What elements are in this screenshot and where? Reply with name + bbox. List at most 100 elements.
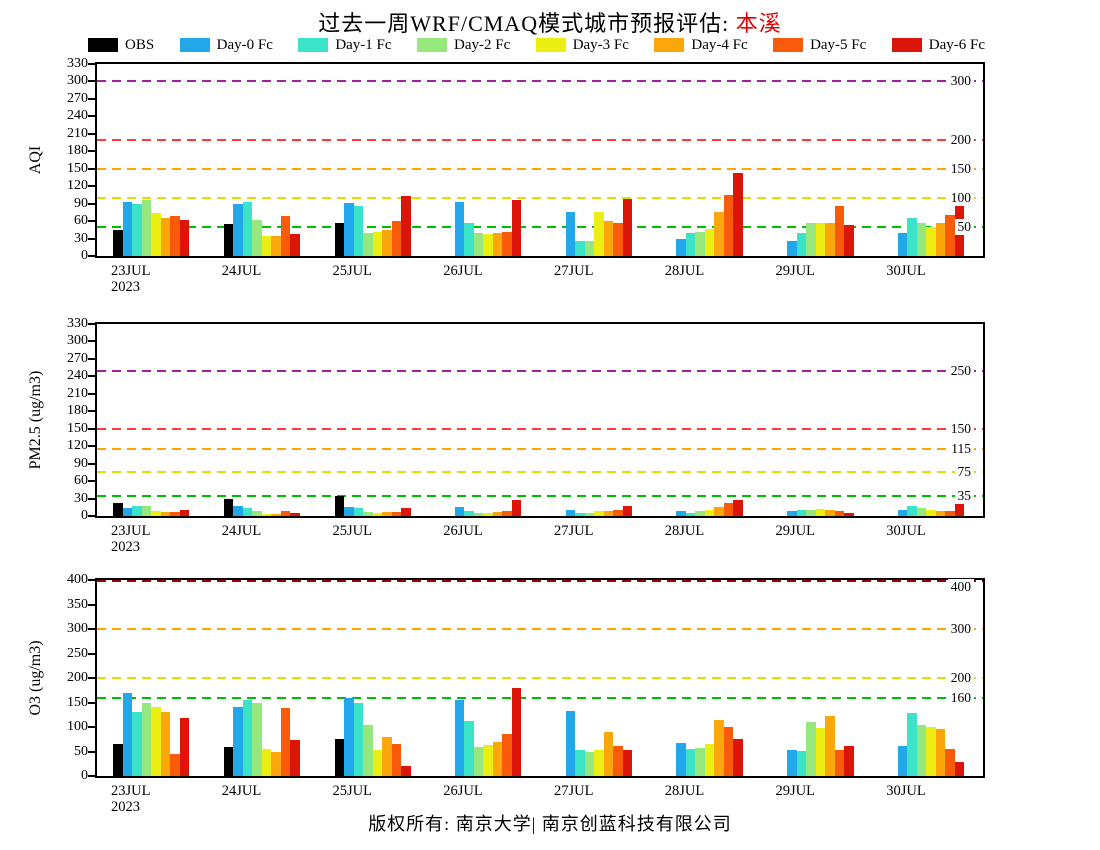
bar-day-3-fc (704, 744, 715, 776)
x-axis-label: 29JUL (775, 263, 815, 279)
legend-item: OBS (88, 37, 154, 54)
bar-day-4-fc (935, 223, 946, 256)
y-tick-label: 60 (74, 473, 88, 489)
bar-day-4-fc (382, 511, 392, 516)
y-tick-mark (88, 480, 95, 483)
bar-day-0-fc (454, 507, 465, 516)
y-tick-mark (88, 115, 95, 118)
reference-line-75 (97, 471, 983, 474)
y-tick-mark (88, 750, 95, 753)
y-tick-label: 120 (67, 178, 88, 194)
bar-day-3-fc (261, 236, 272, 256)
bar-day-5-fc (502, 231, 512, 256)
bar-day-6-fc (622, 750, 632, 776)
bar-day-3-fc (261, 749, 272, 776)
y-tick-mark (88, 677, 95, 679)
bar-day-4-fc (825, 223, 835, 256)
bar-day-2-fc (695, 747, 705, 776)
y-tick-label: 0 (81, 248, 88, 263)
bar-day-2-fc (916, 724, 927, 776)
bar-day-1-fc (796, 510, 806, 516)
legend-label: Day-2 Fc (454, 36, 511, 53)
x-axis-label: 28JUL (664, 523, 705, 539)
y-tick-label: 90 (74, 455, 88, 471)
o3-bars (97, 580, 983, 776)
bar-day-2-fc (695, 511, 705, 516)
y-tick-mark (88, 375, 95, 378)
bar-day-3-fc (483, 234, 493, 256)
pm25-chart-panel: PM2.5 (ug/m3) 0 30 60 90 120 150 180 210 240 270 3… (0, 316, 1100, 572)
x-axis-label: 24JUL (221, 523, 262, 539)
bar-day-0-fc (122, 508, 132, 516)
title-text: 过去一周WRF/CMAQ模式城市预报评估: (318, 11, 736, 36)
reference-line-label: 100 (947, 189, 974, 206)
bar-obs (113, 743, 123, 776)
legend-item: Day-1 Fc (298, 37, 392, 54)
reference-line-label: 400 (947, 579, 974, 595)
bar-day-5-fc (945, 749, 955, 776)
bar-day-4-fc (160, 511, 170, 516)
reference-line-100 (97, 196, 983, 199)
o3-plot-area: 160 200 300 400 (95, 578, 985, 778)
reference-line-250 (97, 369, 983, 372)
x-axis-label: 26JUL (443, 783, 483, 799)
bar-day-2-fc (141, 505, 151, 516)
bar-day-1-fc (242, 202, 253, 256)
aqi-y-axis-label: AQI (27, 145, 44, 175)
y-tick-label: 300 (67, 73, 88, 89)
bar-day-0-fc (787, 511, 797, 516)
bar-day-5-fc (834, 511, 844, 516)
x-axis-label: 25JUL (332, 523, 372, 539)
y-tick-mark (88, 652, 95, 655)
y-tick-mark (88, 255, 95, 257)
legend-label: Day-4 Fc (691, 36, 748, 53)
bar-day-5-fc (613, 745, 623, 776)
bar-day-0-fc (122, 692, 132, 776)
reference-line-200 (97, 138, 983, 141)
y-tick-label: 120 (67, 438, 88, 454)
bar-day-0-fc (676, 511, 686, 516)
bar-day-3-fc (815, 727, 825, 776)
pm25-y-axis-label: PM2.5 (ug/m3) (27, 370, 44, 470)
y-tick-label: 150 (67, 694, 88, 710)
bar-day-6-fc (179, 510, 189, 516)
bar-day-1-fc (353, 702, 363, 776)
legend-item: Day-3 Fc (535, 37, 629, 54)
legend-swatch (417, 38, 447, 52)
legend-label: Day-6 Fc (928, 36, 985, 53)
y-tick-label: 0 (81, 768, 88, 783)
bar-day-6-fc (733, 173, 743, 256)
x-axis-label: 27JUL (554, 263, 594, 279)
y-tick-label: 150 (67, 420, 88, 436)
reference-line-label: 115 (948, 441, 974, 458)
bar-day-1-fc (464, 222, 474, 256)
bar-day-2-fc (806, 510, 816, 516)
x-axis-label: 23JUL 2023 (111, 263, 151, 295)
bar-day-1-fc (132, 204, 142, 256)
y-tick-label: 30 (74, 490, 88, 506)
reference-line-label: 200 (947, 670, 974, 686)
x-axis-label: 30JUL (886, 783, 926, 799)
y-tick-mark (88, 220, 95, 223)
bar-day-1-fc (464, 720, 474, 776)
bar-day-4-fc (492, 741, 503, 776)
bar-day-0-fc (897, 510, 908, 516)
aqi-plot-area: 50 100 150 200 300 (95, 62, 985, 258)
bar-day-4-fc (492, 232, 503, 256)
bar-day-5-fc (502, 734, 512, 776)
bar-day-0-fc (676, 742, 686, 776)
y-tick-label: 240 (67, 108, 88, 124)
bar-day-0-fc (344, 507, 354, 516)
bar-day-6-fc (511, 199, 522, 256)
y-tick-label: 0 (81, 508, 88, 523)
bar-day-4-fc (382, 229, 392, 256)
legend-item: Day-4 Fc (654, 36, 748, 54)
bar-day-5-fc (170, 511, 180, 516)
bar-day-3-fc (261, 513, 272, 516)
y-tick-label: 30 (74, 230, 88, 246)
bar-day-0-fc (344, 697, 354, 776)
bar-day-1-fc (242, 508, 253, 516)
bar-day-4-fc (714, 211, 724, 256)
bar-day-5-fc (945, 511, 955, 516)
x-axis-label: 25JUL (332, 783, 372, 799)
